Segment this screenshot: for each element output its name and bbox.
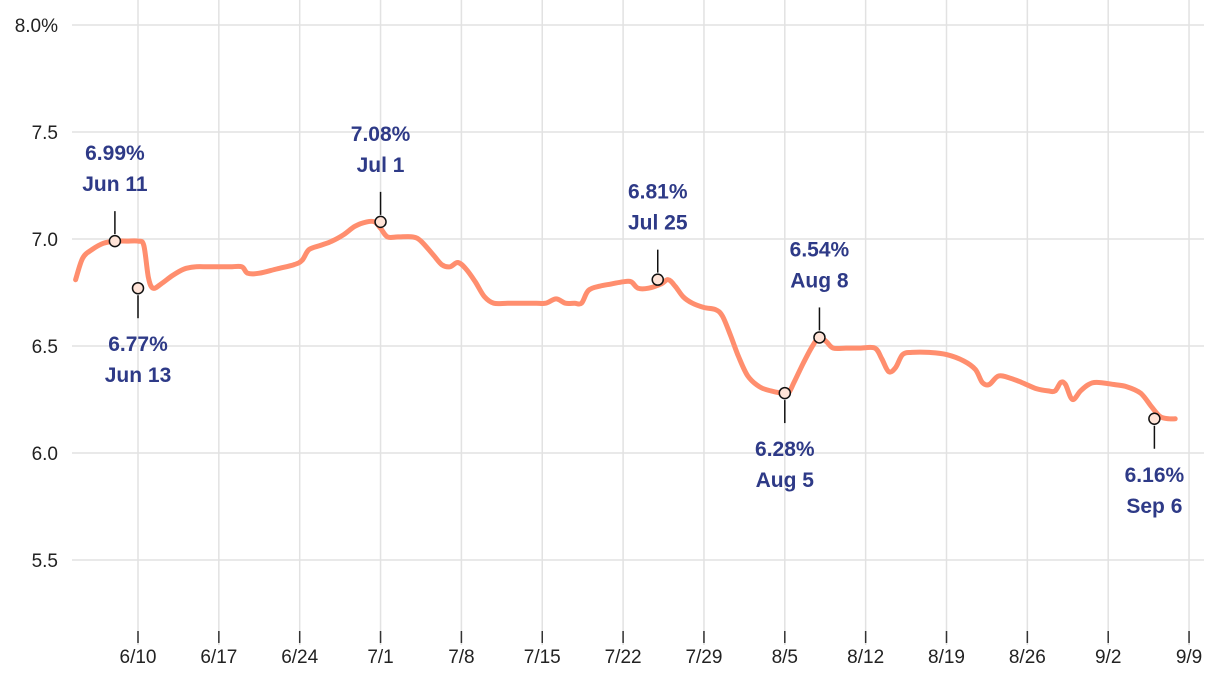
y-tick-label: 6.0 [32, 444, 58, 465]
x-tick-label: 7/15 [524, 647, 561, 668]
annotation-value-label: 6.54% [790, 238, 850, 261]
annotation-date-label: Jul 1 [357, 154, 405, 177]
x-tick-label: 7/1 [367, 647, 393, 668]
annotation-marker [374, 215, 387, 229]
x-tick-label: 8/26 [1009, 647, 1046, 668]
axis-layer: 8.0% 7.5 7.0 6.5 6.0 5.5 6/10 6/17 6/24 7/1 7/8 7/1… [15, 16, 1203, 668]
grid-layer [72, 0, 1204, 645]
x-tick-label: 7/22 [605, 647, 642, 668]
x-tick-label: 6/17 [200, 647, 237, 668]
annotation-date-label: Jun 11 [82, 173, 148, 196]
series-line-rate [73, 218, 1178, 422]
x-tick-label: 6/10 [120, 647, 157, 668]
annotation-date-label: Jul 25 [628, 212, 688, 235]
annotation-marker [131, 281, 145, 295]
y-tick-label: 8.0% [15, 16, 58, 37]
annotation-marker [813, 331, 826, 344]
annotation-value-label: 6.99% [85, 142, 145, 165]
y-tick-label: 7.5 [32, 123, 58, 144]
y-tick-label: 6.5 [32, 337, 58, 358]
annotation-value-label: 6.28% [755, 438, 815, 461]
x-tick-label: 8/12 [847, 647, 884, 668]
annotation-marker [108, 234, 122, 248]
x-tick-label: 8/19 [928, 647, 965, 668]
series-layer [73, 218, 1178, 422]
annotation-marker [1148, 412, 1161, 426]
annotation-marker [778, 386, 792, 400]
x-tick-label: 8/5 [772, 647, 798, 668]
x-tick-label: 6/24 [281, 647, 318, 668]
x-tick-label: 7/8 [448, 647, 474, 668]
x-tick-label: 7/29 [685, 647, 722, 668]
annotation-value-label: 6.81% [628, 181, 688, 204]
annotation-date-label: Aug 8 [790, 269, 849, 292]
y-tick-label: 7.0 [32, 230, 58, 251]
x-tick-label: 9/2 [1095, 647, 1121, 668]
y-tick-label: 5.5 [32, 551, 58, 572]
annotation-date-label: Jun 13 [105, 364, 172, 387]
annotation-layer: 6.99% Jun 11 6.77% Jun 13 7.08% Jul 1 6.81% Jul… [82, 123, 1184, 518]
annotation-date-label: Aug 5 [756, 469, 815, 492]
annotation-marker [651, 273, 664, 286]
x-tick-label: 9/9 [1176, 647, 1202, 668]
annotation-value-label: 6.77% [108, 333, 168, 356]
annotation-value-label: 7.08% [351, 123, 411, 146]
annotation-value-label: 6.16% [1125, 464, 1185, 487]
annotation-date-label: Sep 6 [1126, 495, 1182, 518]
